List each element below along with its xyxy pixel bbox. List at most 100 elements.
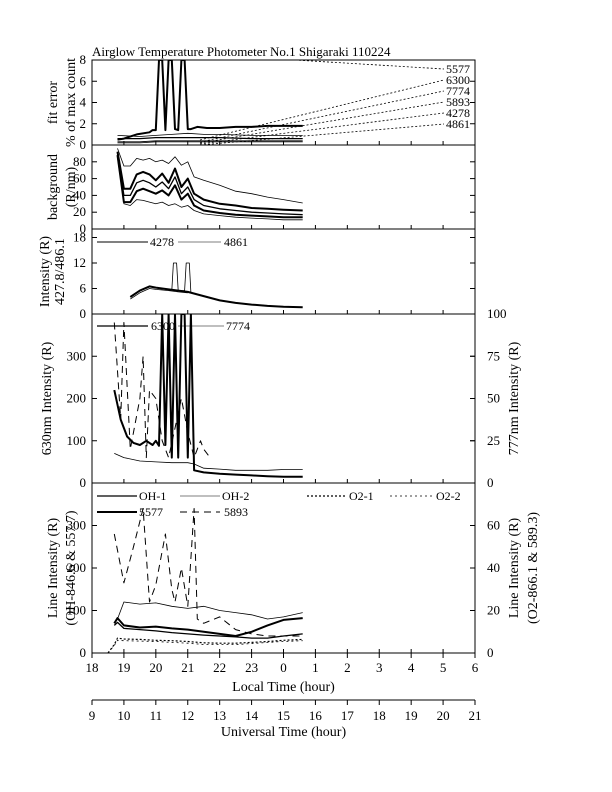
bg-ylabel-line-0: background [46,154,61,220]
bg-ytick-label: 60 [73,171,86,186]
blue-legend-label: 4278 [150,235,174,249]
bg-ytick-label: 40 [73,187,86,202]
fit-legend-label: 4278 [446,106,470,120]
blue-series-2 [171,262,192,293]
red-ytick-label: 200 [67,391,87,406]
line-ylabel-right-line-1: (O2-866.1 & 589.3) [526,512,541,624]
line-ytick-label: 100 [67,603,87,618]
ut-xlabel: Universal Time (hour) [221,725,347,740]
fit-legend-leader [199,79,445,141]
blue-ylabel-line-1: 427.8/486.1 [53,238,68,305]
ut-xtick-label: 13 [213,708,226,723]
red-ytick-right-label: 100 [487,306,507,321]
lt-xtick-label: 2 [344,660,351,675]
lt-xtick-label: 18 [86,660,99,675]
line-ytick-right-label: 60 [487,518,500,533]
lt-xtick-label: 19 [117,660,130,675]
ut-xtick-label: 14 [245,708,259,723]
figure-title: Airglow Temperature Photometer No.1 Shig… [92,44,391,59]
line-legend-label: 5577 [139,505,163,519]
blue-ylabel-line-0: Intensity (R) [38,236,53,307]
fit-ytick-label: 4 [80,95,87,110]
blue-ytick-label: 12 [73,255,86,270]
fit-legend-leader [199,101,445,144]
ut-xtick-label: 16 [309,708,323,723]
red-ytick-right-label: 25 [487,433,500,448]
fit-ytick-label: 8 [80,52,87,67]
red-ylabel-right: 777nm Intensity (R) [507,341,522,455]
bg-series-3 [116,154,303,219]
fit-ytick-label: 0 [80,137,87,152]
blue-ytick-label: 0 [80,306,87,321]
bg-ylabel-line-1: (R/nm) [64,166,79,207]
fit-legend-leader [199,90,445,143]
fit-legend-leader [199,112,445,145]
lt-xtick-label: 22 [213,660,226,675]
ut-xtick-label: 17 [341,708,355,723]
red-panel-frame [91,313,476,484]
line-ytick-label: 300 [67,518,87,533]
lt-xtick-label: 6 [472,660,479,675]
line-ytick-label: 200 [67,560,87,575]
red-ytick-label: 300 [67,348,87,363]
red-ytick-right-label: 75 [487,348,500,363]
lt-xlabel: Local Time (hour) [232,680,335,695]
red-ytick-label: 0 [80,475,87,490]
line-ytick-label: 0 [80,645,87,660]
lt-xtick-label: 0 [280,660,287,675]
ut-xtick-label: 21 [469,708,482,723]
line-legend-label: O2-2 [436,489,461,503]
blue-series-0 [129,285,303,309]
fit-series-4 [117,141,303,144]
line-ytick-right-label: 0 [487,645,494,660]
fit-series-2 [117,136,303,140]
bg-ytick-label: 20 [73,204,86,219]
fit-legend-label: 5893 [446,95,470,109]
bg-ytick-label: 0 [80,221,87,236]
lt-xtick-label: 4 [408,660,415,675]
line-ylabel-line-0: Line Intensity (R) [46,518,61,619]
ut-xtick-label: 10 [117,708,130,723]
line-legend-label: O2-1 [349,489,374,503]
fit-series-0 [117,60,303,141]
line-series-1 [113,617,303,637]
fit-legend-label: 7774 [446,84,470,98]
ut-xtick-label: 11 [150,708,163,723]
ut-xtick-label: 20 [437,708,450,723]
line-series-0 [113,601,303,624]
red-ytick-label: 100 [67,433,87,448]
line-ylabel-line-1: (OH-846.6 & 557.7) [64,510,79,625]
line-series-4 [107,637,303,653]
ut-xtick-label: 9 [89,708,96,723]
bg-ytick-label: 80 [73,154,86,169]
lt-xtick-label: 3 [376,660,383,675]
line-ylabel-right-line-0: Line Intensity (R) [507,518,522,619]
bg-series-4 [117,157,303,221]
line-series-5 [107,639,303,653]
lt-xtick-label: 23 [245,660,258,675]
line-series-2 [113,621,303,639]
fit-series-3 [117,140,303,143]
ut-xtick-label: 18 [373,708,386,723]
bg-series-0 [117,148,303,204]
red-series-2 [113,322,211,459]
fit-ylabel-line-0: fit error [46,81,61,124]
red-series-0 [113,314,303,478]
fit-ylabel-line-1: % of max count [64,58,79,147]
lt-xtick-label: 5 [440,660,447,675]
red-ylabel: 630nm Intensity (R) [40,341,55,455]
fit-legend-leader [199,123,445,146]
red-legend-label: 7774 [226,319,250,333]
lt-xtick-label: 21 [181,660,194,675]
bg-series-1 [116,151,303,212]
red-ytick-right-label: 0 [487,475,494,490]
fit-ytick-label: 2 [80,116,87,131]
plot-layer [107,60,303,653]
fit-legend-label: 6300 [446,73,470,87]
red-series-1 [114,453,303,471]
fit-legend-label: 4861 [446,117,470,131]
line-series-3 [113,508,303,637]
fit-legend-label: 5577 [446,62,470,76]
